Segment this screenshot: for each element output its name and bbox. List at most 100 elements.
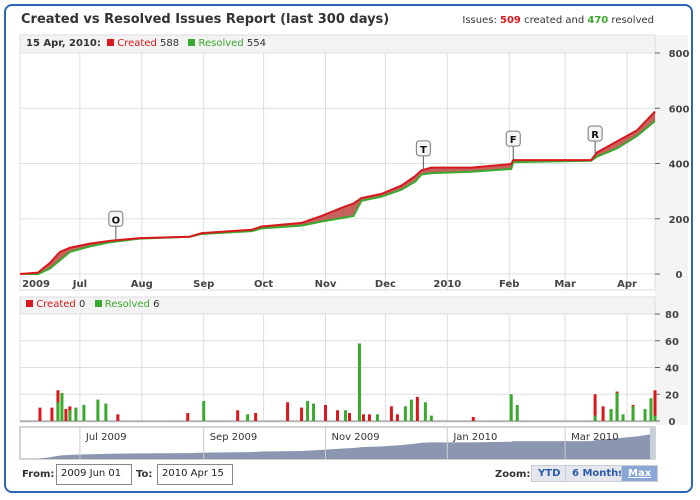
- flag-marker-R: [587, 125, 603, 142]
- resolved-bar: [60, 392, 64, 421]
- report-title: Created vs Resolved Issues Report (last …: [21, 12, 390, 27]
- created-bar: [254, 412, 258, 421]
- resolved-count: 470: [587, 15, 609, 26]
- resolved-bar: [615, 392, 619, 421]
- summary-mid: created and: [524, 15, 585, 26]
- bars-y-tick-label: 0: [669, 417, 676, 428]
- created-bar: [300, 407, 304, 421]
- to-date-input[interactable]: 2010 Apr 15: [157, 464, 233, 485]
- flag-label: T: [420, 145, 427, 156]
- created-bar: [64, 408, 68, 421]
- created-bar: [415, 396, 419, 421]
- created-bar: [347, 412, 351, 421]
- main-x-tick-label: Jul: [72, 279, 87, 290]
- bars-tooltip: Created 0 Resolved 6: [26, 299, 159, 310]
- flag-label: R: [591, 130, 599, 141]
- created-bar: [471, 416, 475, 421]
- created-bar: [653, 390, 657, 421]
- created-bar: [389, 406, 393, 421]
- resolved-bar: [649, 398, 653, 421]
- navigator-tick-label: Sep 2009: [210, 432, 257, 443]
- main-x-tick-label: Mar: [554, 279, 576, 290]
- resolved-bar: [509, 394, 513, 421]
- resolved-bar: [375, 414, 379, 421]
- bars-created-label: Created: [36, 299, 76, 310]
- created-bar: [38, 407, 42, 421]
- created-bar: [336, 410, 339, 421]
- resolved-bar: [403, 406, 407, 421]
- bars-y-tick-label: 40: [665, 364, 679, 375]
- resolved-bar: [515, 404, 519, 421]
- main-y-tick-label: 200: [669, 215, 690, 226]
- resolved-bar: [312, 403, 316, 421]
- tooltip-date: 15 Apr, 2010:: [26, 38, 101, 49]
- main-tooltip: 15 Apr, 2010: Created 588 Resolved 554: [26, 38, 266, 49]
- main-x-tick-label: Sep: [193, 279, 214, 290]
- created-bar: [395, 414, 399, 421]
- main-x-tick-label: 2009: [22, 279, 50, 290]
- resolved-bar: [104, 403, 108, 421]
- resolved-bar: [593, 415, 597, 421]
- resolved-bar: [631, 406, 635, 421]
- resolved-legend-icon: [188, 39, 196, 46]
- resolved-bar: [306, 400, 310, 421]
- resolved-bar: [202, 400, 206, 421]
- created-bar: [186, 412, 190, 421]
- tooltip-created-label: Created: [117, 38, 157, 49]
- zoom-label: Zoom:: [495, 469, 531, 480]
- main-plot-area: [19, 52, 656, 291]
- main-x-tick-label: Dec: [375, 279, 396, 290]
- tooltip-resolved-value: 554: [246, 38, 266, 49]
- created-series-line: [19, 110, 656, 275]
- resolved-bar: [609, 408, 613, 421]
- summary-prefix: Issues:: [462, 15, 497, 26]
- main-x-tick-label: Feb: [499, 279, 519, 290]
- created-legend-icon: [107, 39, 115, 46]
- navigator-handle[interactable]: [650, 427, 655, 459]
- navigator-area: [20, 433, 655, 459]
- main-y-tick-label: 600: [669, 104, 690, 115]
- resolved-bar: [357, 343, 361, 421]
- bars-y-tick-label: 60: [665, 337, 679, 348]
- created-bar: [367, 414, 371, 421]
- resolved-bar: [343, 410, 347, 421]
- summary-suffix: resolved: [611, 15, 654, 26]
- bars-resolved-value: 6: [153, 299, 160, 310]
- created-legend-icon: [26, 300, 33, 307]
- resolved-bar: [643, 408, 647, 421]
- created-bar: [286, 402, 290, 421]
- created-bar: [236, 410, 240, 421]
- resolved-bar: [96, 399, 100, 421]
- resolved-series-line: [20, 120, 656, 275]
- y-axis-area: [655, 35, 688, 425]
- created-count: 509: [500, 15, 521, 26]
- created-bar: [50, 407, 54, 421]
- to-label: To:: [136, 469, 153, 480]
- flag-label: F: [510, 135, 517, 146]
- zoom-ytd-button[interactable]: YTD: [531, 465, 568, 482]
- resolved-bar: [621, 414, 625, 421]
- resolved-bar: [409, 399, 413, 421]
- resolved-bar: [246, 414, 250, 421]
- main-x-tick-label: Apr: [617, 279, 637, 290]
- issues-summary: Issues: 509 created and 470 resolved: [462, 15, 654, 26]
- main-x-tick-label: Oct: [254, 279, 273, 290]
- flag-marker-O: [108, 210, 124, 227]
- resolved-bar: [653, 415, 657, 421]
- from-label: From:: [22, 469, 55, 480]
- flag-label: O: [112, 215, 121, 226]
- from-date-input[interactable]: 2009 Jun 01: [56, 464, 132, 485]
- created-bar: [116, 414, 120, 421]
- main-y-tick-label: 400: [669, 160, 690, 171]
- main-x-tick-label: Nov: [315, 279, 337, 290]
- resolved-bar: [423, 402, 427, 421]
- resolved-bar: [429, 415, 433, 421]
- created-bar: [324, 404, 328, 421]
- resolved-bar: [74, 407, 78, 421]
- bars-resolved-label: Resolved: [104, 299, 150, 310]
- zoom-max-button[interactable]: Max: [621, 465, 659, 482]
- resolved-legend-icon: [94, 300, 102, 307]
- main-x-tick-label: 2010: [433, 279, 461, 290]
- tooltip-created-value: 588: [160, 38, 180, 49]
